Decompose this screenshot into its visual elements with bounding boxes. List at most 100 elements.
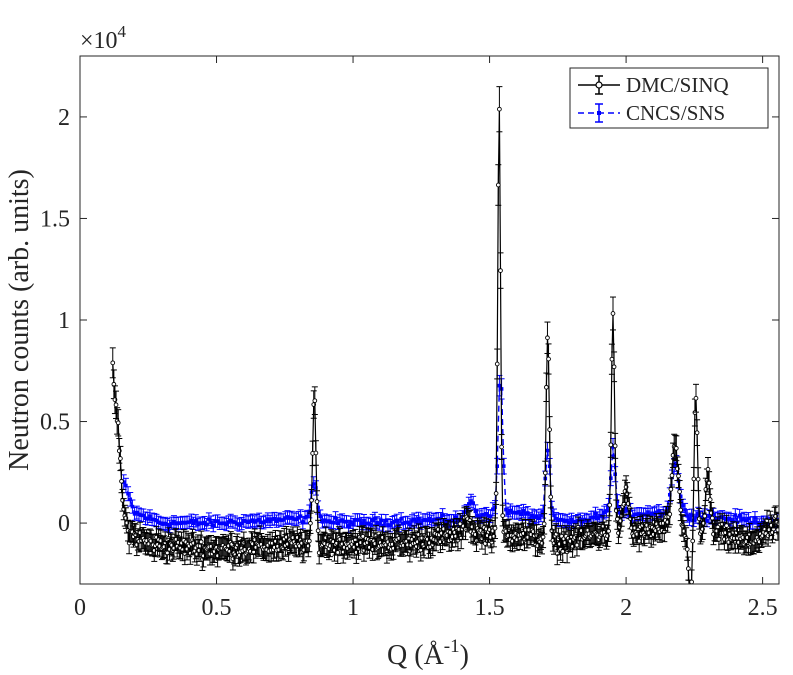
data-point xyxy=(506,511,510,516)
data-point xyxy=(128,497,133,502)
data-point xyxy=(624,507,628,511)
data-point xyxy=(532,515,537,519)
data-point xyxy=(637,512,641,516)
data-point xyxy=(362,518,366,523)
data-point xyxy=(379,518,384,523)
x-tick-label: 1.5 xyxy=(475,595,505,621)
data-point xyxy=(180,520,185,525)
data-point xyxy=(198,521,202,525)
data-point xyxy=(501,464,506,468)
data-point xyxy=(477,515,482,519)
y-tick-label: 1.5 xyxy=(40,206,70,232)
data-point xyxy=(316,505,320,510)
data-point xyxy=(497,106,502,112)
data-point xyxy=(392,519,397,524)
data-point xyxy=(191,521,196,526)
data-point xyxy=(546,356,551,362)
data-point xyxy=(681,504,685,508)
data-point xyxy=(353,518,358,522)
data-point xyxy=(159,521,163,525)
data-point xyxy=(589,515,593,520)
data-point xyxy=(541,509,545,514)
data-point xyxy=(486,514,491,518)
data-point xyxy=(558,517,563,522)
data-point xyxy=(320,520,325,524)
data-point xyxy=(359,521,364,526)
data-point xyxy=(669,473,675,478)
data-point xyxy=(349,520,353,525)
series-dmc-sinq xyxy=(109,86,779,595)
data-point xyxy=(690,538,696,544)
data-point xyxy=(684,546,690,552)
data-point xyxy=(755,520,759,525)
data-point xyxy=(152,517,157,522)
data-point xyxy=(388,523,392,528)
legend-label-cncs: CNCS/SNS xyxy=(626,101,725,125)
data-point xyxy=(607,502,613,508)
data-point xyxy=(156,520,161,525)
data-point xyxy=(259,520,264,525)
data-point xyxy=(473,509,478,514)
data-point xyxy=(567,521,572,525)
data-point xyxy=(237,523,242,527)
data-point xyxy=(500,513,506,518)
data-point xyxy=(366,521,371,526)
data-point xyxy=(480,513,484,517)
data-point xyxy=(239,521,244,526)
data-point xyxy=(257,517,261,522)
data-point xyxy=(729,517,733,522)
data-point xyxy=(233,520,237,524)
data-point xyxy=(688,591,692,595)
data-point xyxy=(222,521,226,525)
data-point xyxy=(610,311,616,316)
data-point xyxy=(139,513,143,517)
data-point xyxy=(694,430,700,436)
data-point xyxy=(536,516,541,521)
data-point xyxy=(467,502,471,506)
data-point xyxy=(375,521,379,525)
data-point xyxy=(224,522,229,527)
data-point xyxy=(174,521,178,526)
legend-box xyxy=(569,67,769,129)
data-point xyxy=(565,518,569,523)
data-point xyxy=(635,512,639,517)
x-tick-label: 0.5 xyxy=(202,595,232,621)
data-point xyxy=(523,512,528,516)
data-point xyxy=(753,516,757,520)
data-point xyxy=(578,517,583,522)
data-point xyxy=(189,518,194,523)
data-point xyxy=(176,521,181,525)
data-point xyxy=(563,519,567,524)
data-point xyxy=(716,536,722,542)
data-point xyxy=(298,514,303,518)
data-point xyxy=(488,514,493,519)
legend-label-dmc: DMC/SINQ xyxy=(626,73,729,97)
data-point xyxy=(410,519,414,523)
data-point xyxy=(283,516,288,520)
y-axis-multiplier: ×104 xyxy=(80,22,127,54)
data-point xyxy=(554,516,558,521)
data-point xyxy=(204,522,209,527)
data-point xyxy=(639,512,644,517)
data-point xyxy=(351,522,355,527)
data-point xyxy=(110,360,116,366)
data-point xyxy=(494,361,500,367)
data-point xyxy=(331,520,336,525)
data-point xyxy=(569,517,574,522)
data-point xyxy=(582,517,587,522)
data-point xyxy=(591,515,596,520)
data-point xyxy=(475,513,480,518)
data-point xyxy=(335,550,341,555)
data-point xyxy=(541,521,547,527)
y-tick-label: 0.5 xyxy=(40,410,70,436)
data-point xyxy=(584,519,589,523)
x-tick-label: 2 xyxy=(620,595,632,621)
data-point xyxy=(113,402,119,408)
data-point xyxy=(530,513,534,518)
data-point xyxy=(124,483,128,488)
data-point xyxy=(394,518,399,523)
data-point xyxy=(401,521,406,526)
data-point xyxy=(408,522,412,527)
data-point xyxy=(220,521,224,526)
